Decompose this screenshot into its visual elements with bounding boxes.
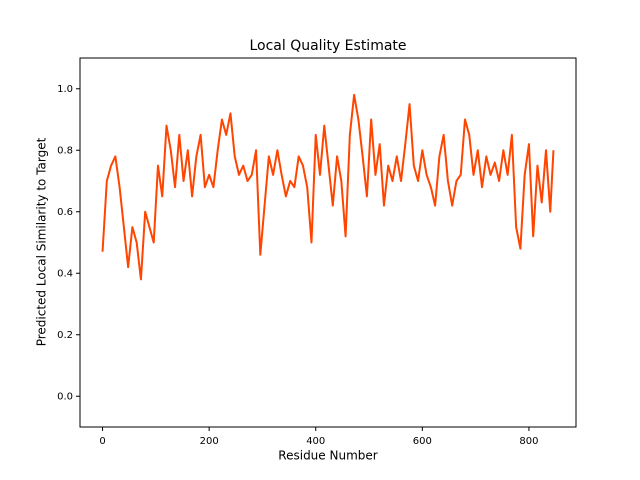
y-tick-label: 1.0 xyxy=(57,84,73,95)
x-tick-label: 800 xyxy=(519,436,538,447)
y-tick-label: 0.2 xyxy=(57,330,73,341)
y-tick-label: 0.4 xyxy=(57,268,73,279)
x-tick-label: 200 xyxy=(200,436,219,447)
y-tick-label: 0.0 xyxy=(57,391,73,402)
x-axis-label: Residue Number xyxy=(278,449,377,463)
y-tick-label: 0.6 xyxy=(57,207,73,218)
x-tick-label: 0 xyxy=(99,436,105,447)
x-tick-label: 400 xyxy=(306,436,325,447)
chart-title: Local Quality Estimate xyxy=(249,38,406,54)
data-line xyxy=(101,93,555,281)
y-tick-label: 0.8 xyxy=(57,145,73,156)
plot-frame xyxy=(79,57,577,428)
x-tick-label: 600 xyxy=(413,436,432,447)
y-axis-label: Predicted Local Similarity to Target xyxy=(35,137,49,346)
